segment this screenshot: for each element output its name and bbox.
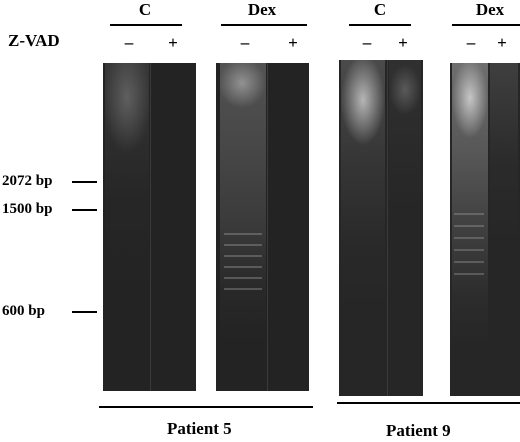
gel-panel-patient5-dex [216, 63, 309, 391]
size-marker-1500: 1500 bp [2, 201, 53, 217]
gel-panel-patient9-control [339, 60, 423, 396]
plus-sign: + [398, 33, 408, 52]
ladder-bands [224, 233, 262, 293]
patient-label-9: Patient 9 [386, 421, 451, 440]
condition-underline [221, 24, 307, 26]
plus-sign: + [288, 33, 298, 52]
patient-underline [99, 406, 313, 408]
condition-label-c-patient9: C [373, 0, 387, 19]
gel-lane-minus [341, 60, 385, 396]
condition-underline [349, 24, 411, 26]
condition-underline [110, 24, 182, 26]
gel-panel-patient9-dex [450, 63, 520, 396]
minus-sign: – [124, 33, 134, 52]
gel-lane-minus [220, 63, 266, 391]
condition-label-dex-patient5: Dex [247, 0, 277, 19]
condition-label-dex-patient9: Dex [475, 0, 505, 19]
gel-lane-minus [105, 63, 149, 391]
plus-sign: + [168, 33, 178, 52]
patient-label-5: Patient 5 [167, 419, 232, 438]
ladder-bands [454, 213, 484, 283]
condition-label-c-patient5: C [138, 0, 152, 19]
treatment-label: Z-VAD [8, 31, 60, 50]
condition-underline [452, 24, 520, 26]
patient-underline [337, 402, 520, 404]
size-marker-2072: 2072 bp [2, 173, 53, 189]
marker-tick [72, 311, 97, 313]
minus-sign: – [240, 33, 250, 52]
minus-sign: – [362, 33, 372, 52]
lane-divider [387, 60, 388, 396]
gel-lane-minus [452, 63, 488, 396]
size-marker-600: 600 bp [2, 303, 45, 319]
marker-tick [72, 209, 97, 211]
gel-lane-plus [389, 60, 421, 396]
marker-tick [72, 181, 97, 183]
plus-sign: + [497, 33, 507, 52]
lane-divider [150, 63, 151, 391]
lane-divider [267, 63, 268, 391]
minus-sign: – [466, 33, 476, 52]
gel-lane-plus [490, 63, 518, 396]
gel-panel-patient5-control [103, 63, 196, 391]
